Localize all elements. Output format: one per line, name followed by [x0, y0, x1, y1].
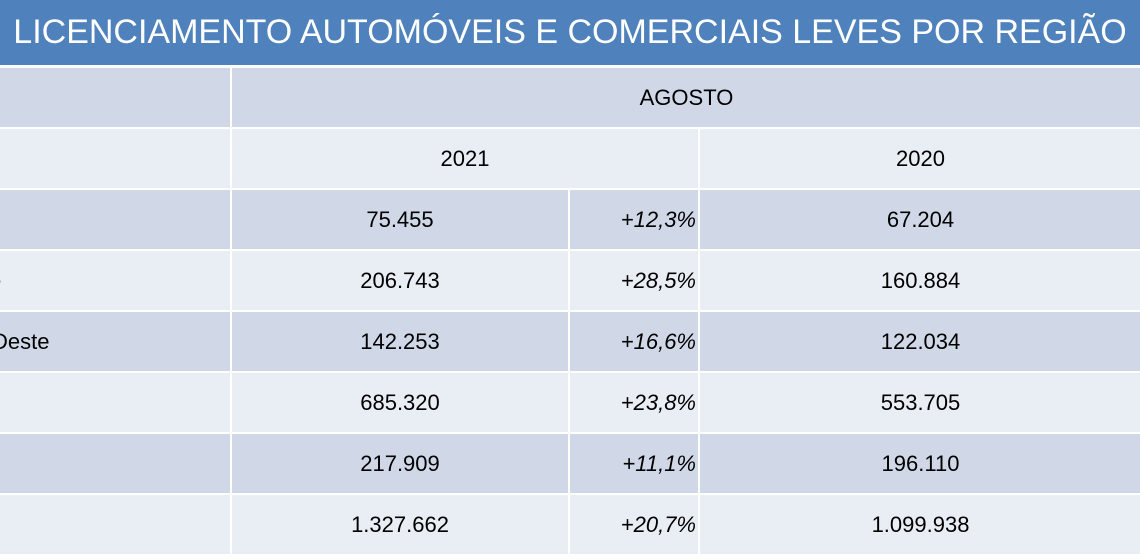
- row-label: [0, 189, 231, 250]
- value-previous: 1.099.938: [699, 494, 1140, 555]
- change-pct: +28,5%: [569, 250, 699, 311]
- region-label: e: [0, 268, 1, 294]
- value-previous: 160.884: [699, 250, 1140, 311]
- header-blank: [0, 67, 231, 128]
- period-header: AGOSTO: [231, 67, 1140, 128]
- value-current: 206.743: [231, 250, 569, 311]
- change-pct: +23,8%: [569, 372, 699, 433]
- value-current: 685.320: [231, 372, 569, 433]
- year-blank: [0, 128, 231, 189]
- row-label: e: [0, 250, 231, 311]
- value-previous: 553.705: [699, 372, 1140, 433]
- year-header: 2021: [231, 128, 699, 189]
- year-header: 2020: [699, 128, 1140, 189]
- value-previous: 196.110: [699, 433, 1140, 494]
- value-previous: 67.204: [699, 189, 1140, 250]
- change-pct: +11,1%: [569, 433, 699, 494]
- row-label: Deste: [0, 311, 231, 372]
- value-current: 142.253: [231, 311, 569, 372]
- value-current: 1.327.662: [231, 494, 569, 555]
- title-bar: LICENCIAMENTO AUTOMÓVEIS E COMERCIAIS LE…: [0, 0, 1140, 65]
- change-pct: +16,6%: [569, 311, 699, 372]
- change-pct: +20,7%: [569, 494, 699, 555]
- value-previous: 122.034: [699, 311, 1140, 372]
- row-label: [0, 433, 231, 494]
- value-current: 217.909: [231, 433, 569, 494]
- region-label: Deste: [0, 328, 50, 354]
- value-current: 75.455: [231, 189, 569, 250]
- row-label: [0, 494, 231, 555]
- change-pct: +12,3%: [569, 189, 699, 250]
- row-label: [0, 372, 231, 433]
